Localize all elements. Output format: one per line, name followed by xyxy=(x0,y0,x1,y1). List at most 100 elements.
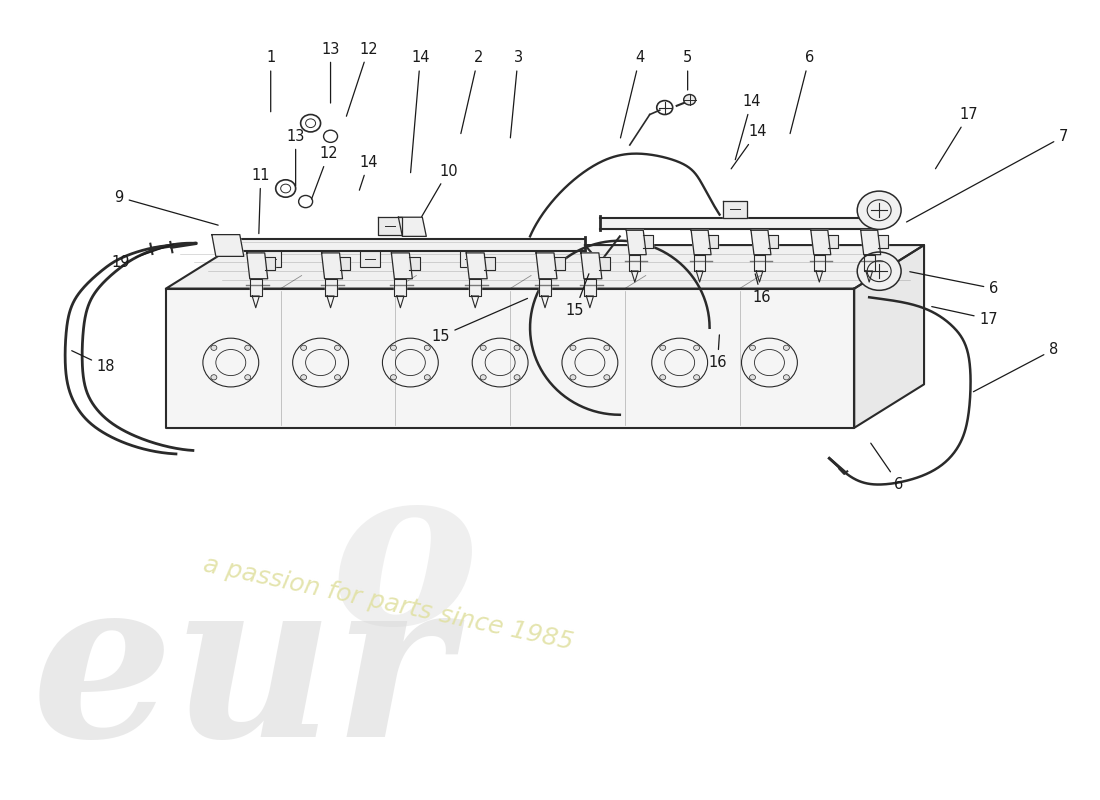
Text: 13: 13 xyxy=(321,42,340,103)
Circle shape xyxy=(514,345,520,350)
Polygon shape xyxy=(246,253,267,278)
Polygon shape xyxy=(484,258,495,270)
Polygon shape xyxy=(814,254,825,271)
Polygon shape xyxy=(598,258,609,270)
Circle shape xyxy=(684,94,695,105)
Text: 15: 15 xyxy=(431,298,528,344)
Polygon shape xyxy=(864,254,874,271)
Circle shape xyxy=(604,345,609,350)
Polygon shape xyxy=(378,218,403,234)
Text: 6: 6 xyxy=(871,443,904,492)
Polygon shape xyxy=(409,258,420,270)
Polygon shape xyxy=(460,251,481,267)
Polygon shape xyxy=(466,253,487,278)
Text: 6: 6 xyxy=(910,272,999,296)
Text: 14: 14 xyxy=(735,94,761,160)
Circle shape xyxy=(390,345,396,350)
Text: 4: 4 xyxy=(620,50,645,138)
Polygon shape xyxy=(340,258,350,270)
Polygon shape xyxy=(324,278,337,296)
Polygon shape xyxy=(694,254,705,271)
Polygon shape xyxy=(539,278,551,296)
Text: 15: 15 xyxy=(565,274,588,318)
Circle shape xyxy=(749,345,756,350)
Text: 14: 14 xyxy=(410,50,430,173)
Polygon shape xyxy=(166,245,924,289)
Polygon shape xyxy=(250,278,262,296)
Circle shape xyxy=(570,374,576,380)
Text: 8: 8 xyxy=(974,342,1058,392)
Polygon shape xyxy=(321,253,342,278)
Text: 18: 18 xyxy=(72,350,116,374)
Text: 6: 6 xyxy=(790,50,814,134)
Circle shape xyxy=(425,374,430,380)
Polygon shape xyxy=(860,230,881,254)
Polygon shape xyxy=(708,234,718,248)
Polygon shape xyxy=(626,230,647,254)
Polygon shape xyxy=(361,251,381,267)
Text: 11: 11 xyxy=(252,168,270,234)
Polygon shape xyxy=(644,234,653,248)
Text: 12: 12 xyxy=(311,146,338,199)
Text: eur: eur xyxy=(31,567,451,783)
Circle shape xyxy=(481,345,486,350)
Circle shape xyxy=(244,374,251,380)
Circle shape xyxy=(334,345,341,350)
Polygon shape xyxy=(536,253,557,278)
Circle shape xyxy=(300,345,307,350)
Polygon shape xyxy=(392,253,412,278)
Circle shape xyxy=(604,374,609,380)
Polygon shape xyxy=(398,218,427,236)
Polygon shape xyxy=(600,218,874,229)
Circle shape xyxy=(783,374,790,380)
Text: a passion for parts since 1985: a passion for parts since 1985 xyxy=(201,552,575,654)
Text: 10: 10 xyxy=(421,163,458,217)
Polygon shape xyxy=(265,258,275,270)
Text: 16: 16 xyxy=(708,335,727,370)
Polygon shape xyxy=(751,230,771,254)
Polygon shape xyxy=(261,251,280,267)
Polygon shape xyxy=(811,230,830,254)
Circle shape xyxy=(211,345,217,350)
Circle shape xyxy=(425,345,430,350)
Circle shape xyxy=(514,374,520,380)
Polygon shape xyxy=(855,245,924,428)
Polygon shape xyxy=(395,278,406,296)
Polygon shape xyxy=(584,278,596,296)
Text: 1: 1 xyxy=(266,50,275,112)
Circle shape xyxy=(857,191,901,230)
Text: 14: 14 xyxy=(360,155,377,190)
Polygon shape xyxy=(166,289,855,428)
Circle shape xyxy=(694,374,700,380)
Text: 7: 7 xyxy=(906,129,1068,222)
Polygon shape xyxy=(768,234,778,248)
Text: 12: 12 xyxy=(346,42,377,116)
Circle shape xyxy=(390,374,396,380)
Polygon shape xyxy=(691,230,711,254)
Text: 9: 9 xyxy=(114,190,218,225)
Text: 2: 2 xyxy=(461,50,483,134)
Circle shape xyxy=(694,345,700,350)
Polygon shape xyxy=(216,239,585,251)
Circle shape xyxy=(211,374,217,380)
Circle shape xyxy=(783,345,790,350)
Circle shape xyxy=(244,345,251,350)
Text: o: o xyxy=(331,454,478,670)
Polygon shape xyxy=(878,234,888,248)
Polygon shape xyxy=(470,278,481,296)
Text: 3: 3 xyxy=(510,50,522,138)
Circle shape xyxy=(570,345,576,350)
Text: 14: 14 xyxy=(732,125,767,169)
Circle shape xyxy=(481,374,486,380)
Polygon shape xyxy=(629,254,640,271)
Circle shape xyxy=(660,374,666,380)
Text: 13: 13 xyxy=(286,129,305,186)
Text: 16: 16 xyxy=(752,274,771,305)
Text: 5: 5 xyxy=(683,50,692,90)
Text: 17: 17 xyxy=(932,306,998,326)
Text: 19: 19 xyxy=(112,244,174,270)
Polygon shape xyxy=(828,234,838,248)
Polygon shape xyxy=(554,258,564,270)
Polygon shape xyxy=(212,234,244,256)
Circle shape xyxy=(334,374,341,380)
